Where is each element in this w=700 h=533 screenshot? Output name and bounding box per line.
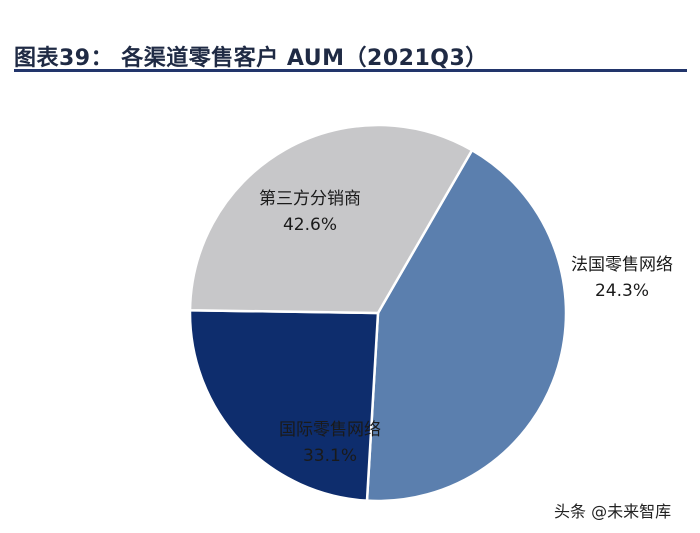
slice-label-2: 法国零售网络 — [571, 255, 673, 275]
slice-value-1: 42.6% — [283, 215, 337, 235]
slice-label-1: 第三方分销商 — [259, 189, 361, 209]
pie-slices — [188, 123, 568, 503]
chart-title: 图表39： 各渠道零售客户 AUM（2021Q3） — [14, 46, 488, 71]
pie-slice-3 — [188, 123, 474, 315]
pie-slice-2 — [188, 308, 380, 502]
slice-value-3: 33.1% — [303, 446, 357, 466]
pie-labels: 第三方分销商 42.6% 法国零售网络 24.3% 国际零售网络 33.1% — [259, 189, 673, 466]
title-underline — [14, 69, 687, 72]
pie-slice-1 — [365, 148, 568, 503]
slice-label-3: 国际零售网络 — [279, 420, 381, 440]
watermark-text: 头条 @未来智库 — [552, 498, 674, 522]
slice-value-2: 24.3% — [595, 281, 649, 301]
